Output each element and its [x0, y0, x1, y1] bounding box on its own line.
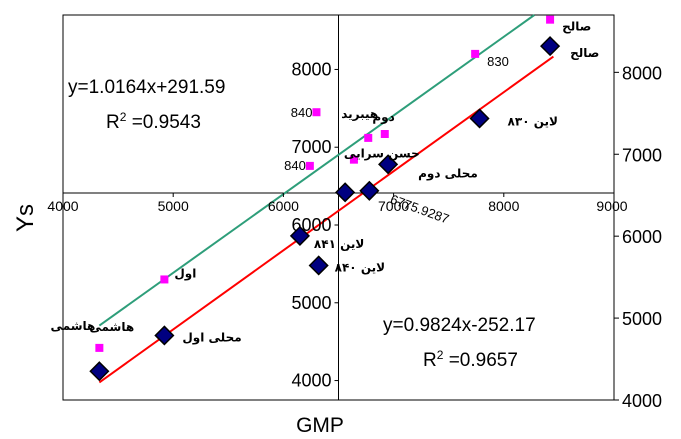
diamond-marker [469, 108, 490, 129]
y-tick-labels-right: 4000 5000 6000 7000 8000 [614, 63, 662, 411]
diamond-marker [378, 154, 399, 175]
x-tick-label: 9000 [596, 198, 627, 214]
r-squared-value: =0.9657 [449, 350, 518, 371]
y-tick-label-right: 7000 [622, 145, 662, 165]
equation-text: y=1.0164x+291.59 [68, 77, 225, 98]
square-marker [305, 161, 314, 170]
x-tick-label: 7000 [378, 198, 409, 214]
diamond-marker [154, 325, 175, 346]
point-label: 830 [487, 54, 509, 69]
diamond-marker [89, 361, 110, 382]
y-tick-label-right: 8000 [622, 63, 662, 83]
point-label: حسن سرایی [344, 147, 420, 161]
point-label: لاین ۸۴۱ [314, 237, 364, 251]
point-label: لاین ۸۳۰ [508, 114, 558, 128]
diamond-marker [359, 180, 380, 201]
point-label: دوم [372, 110, 394, 125]
r-squared-text: R2 =0.9657 [423, 348, 518, 371]
point-label: صالح [570, 46, 599, 60]
diamond-marker [289, 225, 310, 246]
x-axis-title: GMP [296, 414, 344, 437]
square-marker [160, 275, 169, 284]
square-marker [95, 343, 104, 352]
y-tick-label-right: 6000 [622, 227, 662, 247]
x-tick-label: 5000 [158, 198, 189, 214]
r-squared-value: =0.9543 [132, 112, 201, 133]
point-label: محلی اول [182, 330, 241, 345]
diamond-marker [308, 255, 329, 276]
y-tick-label: 7000 [291, 137, 331, 157]
point-label: 840 [284, 158, 306, 173]
equation-series-2: y=0.9824x-252.17 R2 =0.9657 [383, 315, 536, 371]
square-marker [312, 108, 321, 117]
point-label: لاین ۸۴۰ [335, 260, 385, 274]
diamond-marker [540, 36, 561, 57]
y-axis-title: Ys [12, 204, 39, 232]
point-label: هاشمی [89, 320, 134, 334]
square-marker [364, 133, 373, 142]
diamond-marker [335, 182, 356, 203]
data-markers [89, 15, 561, 382]
y-tick-label-right: 5000 [622, 309, 662, 329]
y-tick-label: 4000 [291, 371, 331, 391]
point-label: هیبرید [341, 107, 378, 121]
square-marker [380, 130, 389, 138]
square-marker [471, 49, 480, 58]
equation-series-1: y=1.0164x+291.59 R2 =0.9543 [68, 77, 225, 133]
r-squared-text: R2 =0.9543 [106, 110, 201, 133]
x-tick-label: 6000 [268, 198, 299, 214]
x-tick-labels: 4000 5000 6000 7000 8000 9000 [47, 193, 628, 214]
trend-line-1 [98, 14, 535, 327]
square-marker [546, 15, 555, 24]
x-tick-label: 4000 [47, 198, 78, 214]
point-label: 840 [291, 105, 313, 120]
square-marker [349, 155, 358, 164]
point-label: صالح [562, 20, 591, 34]
point-label: محلی دوم [418, 166, 478, 181]
y-tick-label: 8000 [291, 59, 331, 79]
y-tick-label-right: 4000 [622, 391, 662, 411]
equation-text: y=0.9824x-252.17 [383, 315, 536, 336]
y-tick-label: 5000 [291, 293, 331, 313]
point-label: هاشمی [51, 319, 96, 333]
point-label: اول [174, 266, 196, 281]
x-tick-label: 8000 [488, 198, 519, 214]
